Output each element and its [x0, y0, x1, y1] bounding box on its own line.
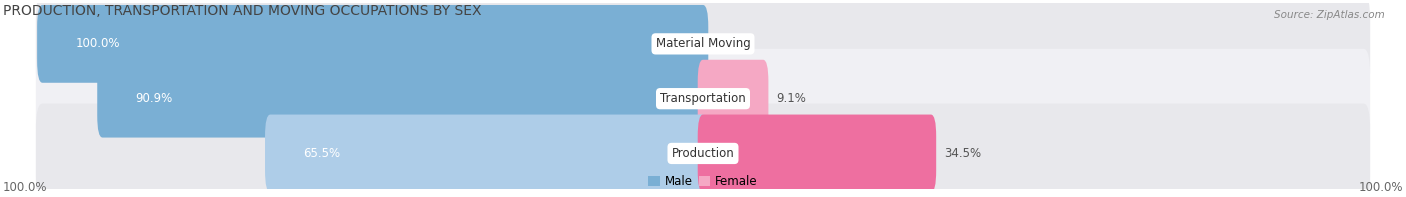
- FancyBboxPatch shape: [697, 60, 769, 138]
- FancyBboxPatch shape: [264, 114, 709, 192]
- FancyBboxPatch shape: [97, 60, 709, 138]
- Text: PRODUCTION, TRANSPORTATION AND MOVING OCCUPATIONS BY SEX: PRODUCTION, TRANSPORTATION AND MOVING OC…: [3, 4, 481, 19]
- Text: 34.5%: 34.5%: [943, 147, 981, 160]
- FancyBboxPatch shape: [37, 5, 709, 83]
- FancyBboxPatch shape: [35, 49, 1371, 149]
- Legend: Male, Female: Male, Female: [644, 170, 762, 192]
- Text: 9.1%: 9.1%: [776, 92, 806, 105]
- Text: Material Moving: Material Moving: [655, 37, 751, 50]
- Text: Source: ZipAtlas.com: Source: ZipAtlas.com: [1274, 10, 1385, 20]
- FancyBboxPatch shape: [35, 104, 1371, 197]
- FancyBboxPatch shape: [697, 114, 936, 192]
- Text: 90.9%: 90.9%: [135, 92, 173, 105]
- Text: 65.5%: 65.5%: [304, 147, 340, 160]
- Text: 100.0%: 100.0%: [76, 37, 120, 50]
- FancyBboxPatch shape: [35, 0, 1371, 94]
- Text: Transportation: Transportation: [661, 92, 745, 105]
- Text: 100.0%: 100.0%: [3, 181, 48, 194]
- Text: 100.0%: 100.0%: [1358, 181, 1403, 194]
- Text: Production: Production: [672, 147, 734, 160]
